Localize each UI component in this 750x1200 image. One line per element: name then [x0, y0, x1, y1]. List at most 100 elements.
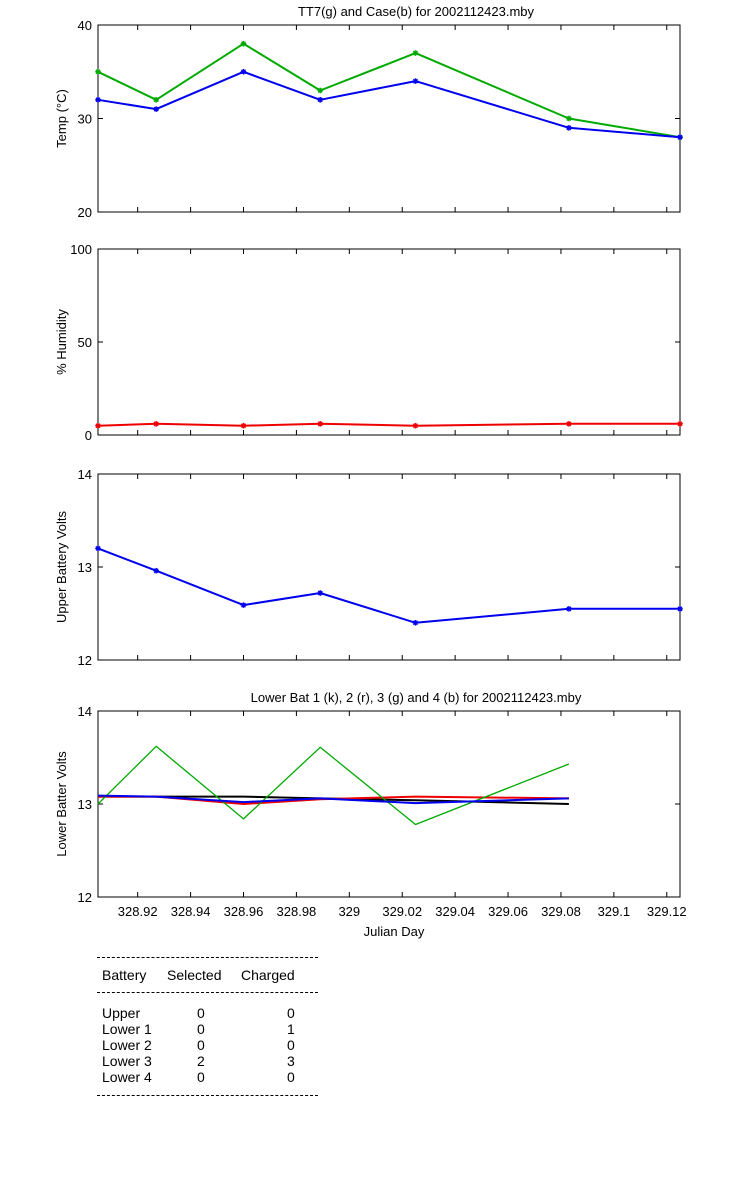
data-point: [412, 78, 419, 84]
data-point: [95, 422, 101, 429]
cell-battery: Lower 4: [102, 1069, 152, 1085]
header-charged: Charged: [241, 967, 295, 983]
x-tick-label: 328.96: [224, 904, 264, 919]
data-point: [317, 97, 324, 103]
series-line: [97, 794, 569, 805]
cell-selected: 0: [197, 1037, 205, 1053]
cell-charged: 3: [287, 1053, 295, 1069]
plot-frame: [97, 710, 681, 898]
y-tick-label: 12: [78, 653, 92, 668]
x-tick-label: 329: [338, 904, 360, 919]
y-tick-label: 13: [78, 560, 92, 575]
data-point: [95, 97, 101, 103]
chart-panel-4: 328.92 328.94 328.96 328.98 329 329.02 329.04 3…: [54, 690, 687, 939]
x-tick-label: 329.02: [382, 904, 422, 919]
table-row: Lower 3 2 3: [97, 1053, 318, 1069]
data-point: [317, 87, 324, 94]
data-point: [240, 40, 247, 47]
data-point: [153, 421, 159, 427]
cell-battery: Lower 1: [102, 1021, 152, 1037]
data-point: [677, 421, 683, 427]
cell-charged: 0: [287, 1005, 295, 1021]
series-line: [97, 42, 681, 139]
data-point: [240, 602, 247, 608]
data-point: [566, 115, 572, 122]
table-top-rule: [97, 957, 318, 958]
data-point: [566, 125, 572, 131]
table-body: Upper 0 0 Lower 1 0 1 Lower 2 0 0 Lower …: [97, 993, 318, 1095]
data-point: [95, 68, 101, 75]
y-tick-label: 40: [78, 18, 92, 33]
data-point: [153, 97, 159, 103]
y-tick-label: 30: [78, 112, 92, 127]
data-point: [317, 421, 324, 427]
y-tick-label: 12: [78, 890, 92, 905]
cell-selected: 0: [197, 1069, 205, 1085]
table-bottom-rule: [97, 1095, 318, 1096]
data-point: [677, 134, 683, 140]
chart-panel-2: 0 50 100 % Humidity: [54, 242, 683, 443]
data-point: [240, 68, 247, 75]
x-tick-label: 329.04: [435, 904, 475, 919]
plot-frame: [97, 473, 681, 661]
series-line: [97, 547, 680, 624]
cell-selected: 0: [197, 1021, 205, 1037]
y-axis-label: % Humidity: [54, 309, 69, 375]
data-point: [412, 620, 419, 626]
battery-status-table: Battery Selected Charged Upper 0 0 Lower…: [97, 957, 318, 1096]
cell-selected: 0: [197, 1005, 205, 1021]
data-point: [317, 590, 324, 596]
table-row: Lower 2 0 0: [97, 1037, 318, 1053]
series-line: [97, 745, 570, 826]
y-axis-label: Lower Batter Volts: [54, 751, 69, 857]
y-axis-label: Upper Battery Volts: [54, 511, 69, 623]
table-header-row: Battery Selected Charged: [97, 958, 318, 992]
table-row: Lower 4 0 0: [97, 1069, 318, 1085]
cell-battery: Lower 2: [102, 1037, 152, 1053]
table-row: Lower 1 0 1: [97, 1021, 318, 1037]
data-point: [677, 606, 683, 612]
y-tick-label: 50: [78, 335, 92, 350]
x-tick-label: 328.94: [171, 904, 211, 919]
y-axis-label: Temp (°C): [54, 89, 69, 148]
data-point: [412, 50, 419, 56]
table-header-rule: [97, 992, 318, 993]
y-tick-label: 0: [85, 428, 92, 443]
y-tick-label: 14: [78, 704, 92, 719]
data-point: [566, 421, 572, 427]
chart-panel-1: 20 30 40 TT7(g) and Case(b) for 2002112423.…: [54, 4, 683, 220]
y-tick-label: 20: [78, 205, 92, 220]
series-line: [97, 422, 680, 427]
x-axis-label: Julian Day: [364, 924, 425, 939]
data-point: [95, 545, 101, 552]
x-tick-label: 329.08: [541, 904, 581, 919]
plot-frame: [97, 24, 681, 213]
chart-title: Lower Bat 1 (k), 2 (r), 3 (g) and 4 (b) …: [251, 690, 582, 705]
cell-charged: 0: [287, 1037, 295, 1053]
y-tick-label: 100: [70, 242, 92, 257]
data-point: [153, 106, 159, 112]
y-tick-label: 13: [78, 797, 92, 812]
cell-selected: 2: [197, 1053, 205, 1069]
x-tick-label: 329.12: [647, 904, 687, 919]
y-tick-label: 14: [78, 467, 92, 482]
plot-frame: [97, 248, 681, 436]
cell-battery: Upper: [102, 1005, 141, 1021]
x-tick-label: 328.92: [118, 904, 158, 919]
data-point: [153, 567, 159, 574]
x-tick-label: 328.98: [277, 904, 317, 919]
x-tick-label: 329.06: [488, 904, 528, 919]
header-selected: Selected: [167, 967, 222, 983]
cell-charged: 0: [287, 1069, 295, 1085]
data-point: [240, 422, 247, 429]
x-tick-label: 329.1: [598, 904, 631, 919]
cell-charged: 1: [287, 1021, 295, 1037]
chart-title: TT7(g) and Case(b) for 2002112423.mby: [298, 4, 535, 19]
cell-battery: Lower 3: [102, 1053, 152, 1069]
data-point: [566, 606, 572, 612]
chart-panel-3: 12 13 14 Upper Battery Volts: [54, 467, 683, 668]
charts-figure: 20 30 40 TT7(g) and Case(b) for 2002112423.…: [54, 4, 687, 939]
header-battery: Battery: [102, 967, 147, 983]
data-point: [412, 422, 419, 429]
table-row: Upper 0 0: [97, 1005, 318, 1021]
